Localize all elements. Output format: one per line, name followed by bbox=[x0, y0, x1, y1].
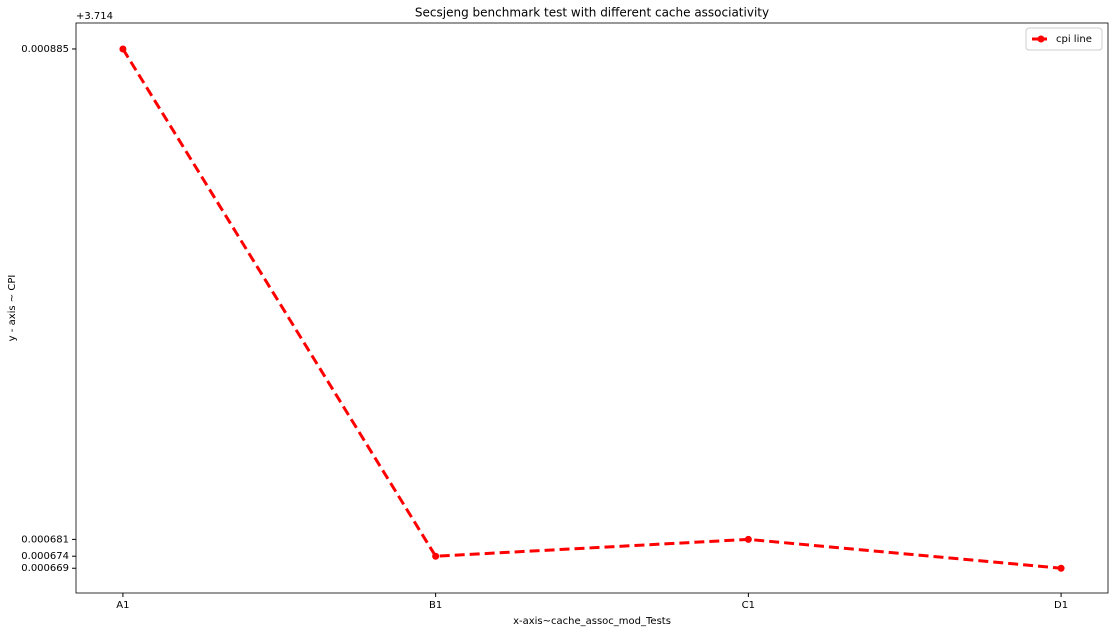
x-tick-label: A1 bbox=[116, 600, 129, 611]
legend-label: cpi line bbox=[1056, 34, 1092, 45]
plot-frame bbox=[75, 22, 1109, 594]
x-axis-label: x-axis~cache_assoc_mod_Tests bbox=[513, 616, 671, 627]
data-point bbox=[119, 45, 127, 53]
data-point bbox=[1057, 564, 1065, 572]
y-axis-label: y - axis ~ CPI bbox=[7, 275, 18, 342]
y-tick-label: 0.000885 bbox=[21, 44, 69, 55]
x-tick-label: C1 bbox=[742, 600, 755, 611]
y-offset-label: +3.714 bbox=[76, 11, 113, 22]
x-tick-label: B1 bbox=[429, 600, 442, 611]
legend-marker bbox=[1037, 35, 1045, 43]
data-point bbox=[432, 552, 440, 560]
y-tick-label: 0.000681 bbox=[21, 534, 69, 545]
data-line bbox=[121, 48, 1062, 570]
y-tick-label: 0.000674 bbox=[21, 551, 69, 562]
chart-title: Secsjeng benchmark test with different c… bbox=[415, 6, 769, 20]
data-point bbox=[744, 535, 752, 543]
legend-box bbox=[1025, 27, 1103, 51]
y-tick-label: 0.000669 bbox=[21, 563, 69, 574]
x-tick-label: D1 bbox=[1054, 600, 1068, 611]
